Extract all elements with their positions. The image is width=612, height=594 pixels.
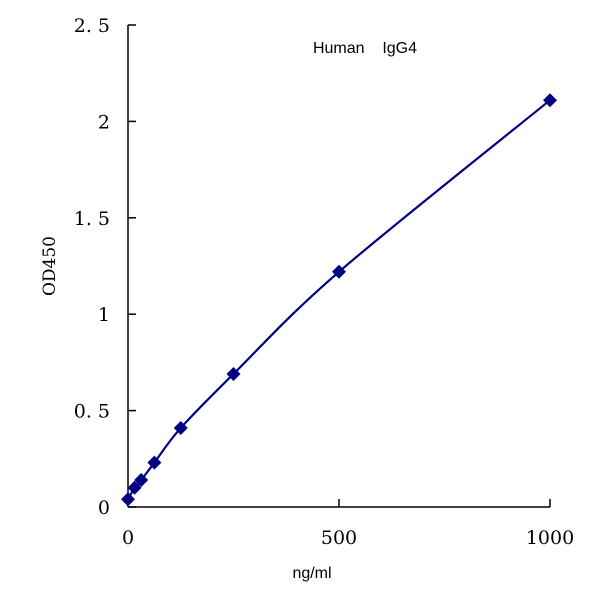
series-layer — [121, 93, 557, 507]
data-point-marker — [332, 264, 346, 279]
y-tick-label: 1. 5 — [74, 208, 110, 230]
y-tick-label: 0. 5 — [74, 401, 110, 423]
chart-title: Human IgG4 — [313, 40, 417, 57]
data-point-marker — [173, 420, 188, 435]
y-tick-label: 2 — [98, 111, 110, 133]
data-point-marker — [543, 93, 557, 108]
data-point-marker — [134, 473, 149, 488]
series-line — [127, 99, 551, 500]
y-tick-label: 1 — [98, 304, 110, 326]
data-point-marker — [127, 480, 142, 495]
x-tick-label: 0 — [122, 527, 134, 549]
y-axis-ticks: 0 0. 5 1 1. 5 2 2. 5 — [74, 15, 136, 519]
x-axis-ticks: 0 500 1000 — [122, 499, 574, 549]
x-tick-label: 500 — [321, 527, 357, 549]
y-tick-label: 2. 5 — [74, 15, 110, 37]
y-tick-label: 0 — [98, 497, 110, 519]
data-point-marker — [121, 492, 135, 507]
y-axis-title: OD450 — [40, 236, 60, 296]
data-point-marker — [147, 455, 162, 470]
data-point-marker — [226, 366, 241, 381]
x-tick-label: 1000 — [526, 527, 574, 549]
x-axis-title: ng/ml — [292, 565, 331, 582]
